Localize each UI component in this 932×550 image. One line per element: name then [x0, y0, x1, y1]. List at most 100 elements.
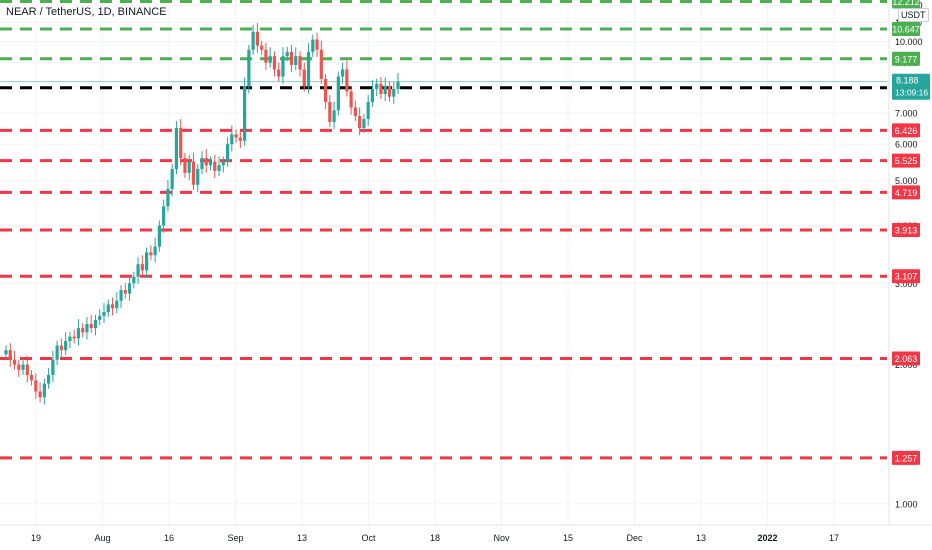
candle-body: [298, 56, 302, 70]
x-tick-label: Nov: [493, 533, 510, 543]
candle-body: [115, 300, 119, 309]
level-tag-label: 3.913: [895, 225, 918, 235]
last-price-tag-bg: [892, 73, 930, 100]
level-lines: [0, 0, 889, 460]
candle-body: [140, 264, 144, 271]
candle-body: [323, 78, 328, 103]
last-price-label: 8.188: [896, 76, 919, 86]
candle-body: [200, 157, 204, 170]
x-tick-label: Oct: [361, 533, 376, 543]
candle-body: [306, 51, 311, 87]
candle-body: [196, 169, 200, 185]
level-tag-label: 2.063: [895, 354, 918, 364]
x-tick-label: Aug: [94, 533, 110, 543]
candle-body: [370, 88, 375, 103]
candle-body: [375, 83, 379, 89]
candle-body: [72, 336, 76, 339]
y-tick-label: 10.000: [895, 37, 923, 47]
x-tick-label: 18: [430, 533, 440, 543]
candle-body: [25, 364, 29, 375]
candle-body: [260, 45, 264, 50]
candle-body: [42, 383, 46, 398]
x-tick-label: 2022: [757, 533, 777, 543]
level-tag-bg: [892, 21, 920, 36]
candle-body: [225, 144, 230, 162]
candle-body: [349, 91, 353, 108]
candle-body: [4, 350, 8, 355]
y-tick-label: 7.000: [895, 109, 918, 119]
level-tag-label: 3.107: [895, 272, 918, 282]
candle-body: [281, 56, 285, 77]
currency-label[interactable]: USDT: [898, 8, 929, 22]
level-tag-label: 12.212: [892, 0, 920, 7]
candle-body: [166, 188, 170, 207]
candle-body: [64, 341, 68, 351]
candle-body: [315, 39, 319, 50]
candle-body: [93, 319, 98, 329]
level-tag-bg: [892, 123, 920, 138]
grid-lines: [0, 0, 889, 525]
x-tick-label: 16: [164, 533, 174, 543]
level-tag-label: 4.719: [895, 188, 918, 198]
level-tag-label: 10.647: [892, 24, 920, 34]
candle-body: [81, 328, 85, 333]
candle-body: [51, 359, 55, 375]
candle-body: [268, 56, 272, 63]
candle-body: [68, 336, 72, 342]
level-tag-label: 9.177: [895, 54, 918, 64]
candle-body: [264, 49, 268, 63]
candle-body: [12, 359, 17, 365]
candle-body: [8, 350, 12, 360]
candle-body: [179, 128, 183, 158]
level-tag-bg: [892, 51, 920, 66]
candle-body: [328, 102, 332, 122]
chart-title: NEAR / TetherUS, 1D, BINANCE: [6, 6, 167, 18]
candle-body: [217, 165, 221, 171]
level-tag-label: 6.426: [895, 126, 918, 136]
x-tick-label: 15: [563, 533, 573, 543]
candle-body: [272, 56, 277, 70]
candle-body: [55, 345, 59, 360]
candle-body: [187, 161, 191, 173]
x-tick-label: Sep: [227, 533, 243, 543]
candle-body: [102, 312, 106, 316]
candle-body: [319, 49, 323, 79]
candle-body: [247, 49, 251, 87]
candle-body: [76, 328, 81, 339]
candle-body: [387, 86, 392, 97]
x-axis[interactable]: 19 Aug 16 Sep 13 Oct 18 Nov 15 Dec 13 2022 17: [31, 533, 839, 543]
candle-body: [89, 323, 93, 329]
candle-body: [38, 391, 42, 398]
candle-body: [153, 246, 157, 256]
candle-body: [336, 76, 340, 111]
candle-body: [238, 137, 242, 141]
candle-body: [127, 283, 132, 294]
level-tag-bg: [892, 153, 920, 168]
candle-body: [234, 134, 238, 138]
candle-body: [208, 161, 213, 166]
candle-body: [294, 56, 298, 65]
x-tick-label: 13: [297, 533, 307, 543]
candle-body: [255, 31, 259, 46]
candle-body: [332, 110, 336, 122]
candle-body: [98, 315, 102, 320]
candle-body: [383, 86, 387, 95]
level-tag-label: 5.525: [895, 156, 918, 166]
y-tick-label: 1.000: [895, 499, 918, 509]
candle-body: [136, 264, 140, 277]
candle-body: [170, 169, 174, 189]
candle-body: [34, 380, 38, 392]
candle-body: [285, 51, 289, 57]
candle-body: [29, 374, 34, 381]
candle-body: [353, 107, 357, 117]
candle-body: [243, 86, 247, 141]
candle-body: [311, 39, 315, 52]
candle-body: [251, 31, 255, 50]
candle-body: [230, 134, 234, 145]
candle-body: [345, 69, 349, 92]
level-tag-bg: [892, 185, 920, 200]
y-tick-label: 3.000: [895, 279, 918, 289]
candle-body: [358, 116, 362, 129]
candle-body: [119, 290, 123, 301]
